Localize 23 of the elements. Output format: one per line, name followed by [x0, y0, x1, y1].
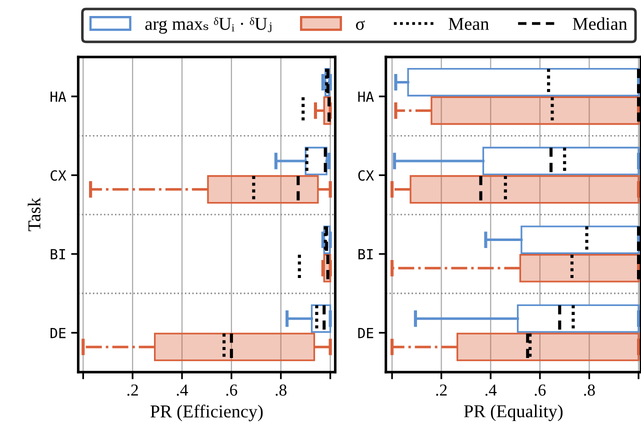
x-tick-label: .2 [436, 384, 447, 396]
x-tick-label: .4 [485, 384, 497, 396]
y-tick-label: HA [358, 92, 374, 102]
y-tick-label: CX [358, 170, 374, 181]
y-tick-label: HA [50, 92, 66, 102]
legend-label: arg maxₛ ᵟUᵢ · ᵟUⱼ [145, 17, 272, 34]
text: Mean [448, 18, 489, 30]
x-tick-label: .6 [534, 384, 546, 396]
text: Median [572, 17, 628, 30]
y-tick-label: DE [50, 328, 66, 338]
legend-label: σ [356, 20, 365, 30]
x-tick-label: .4 [176, 384, 188, 396]
x-axis-title: PR (Efficiency) [150, 404, 263, 422]
y-tick-label: BI [50, 249, 66, 260]
y-axis-title: Task [28, 198, 40, 232]
y-tick-label: BI [358, 249, 373, 260]
x-axis-title: PR (Equality) [464, 404, 563, 422]
x-tick-label: .6 [226, 384, 238, 396]
x-tick-label: .8 [584, 384, 595, 396]
x-tick-label: .2 [127, 384, 138, 396]
y-tick-label: CX [50, 170, 66, 181]
x-tick-label: .8 [276, 384, 286, 396]
y-tick-label: DE [358, 328, 374, 338]
